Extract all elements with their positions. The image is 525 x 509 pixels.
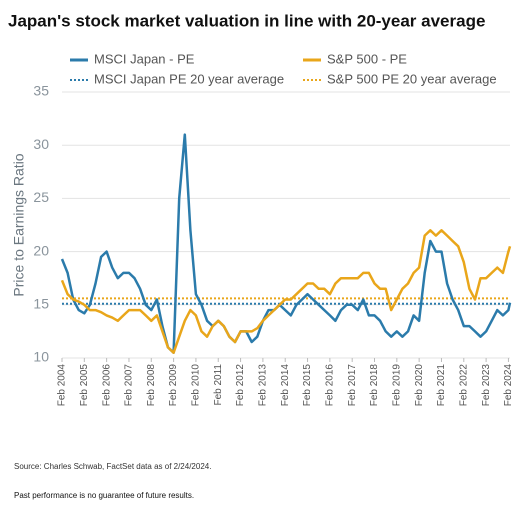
y-tick-label: 35: [33, 83, 49, 99]
legend-label: MSCI Japan - PE: [94, 51, 195, 66]
x-tick-label: Feb 2019: [391, 364, 402, 407]
y-tick-label: 10: [33, 349, 49, 365]
note: Past performance is no guarantee of futu…: [14, 491, 194, 500]
x-tick-label: Feb 2018: [369, 364, 380, 407]
x-tick-label: Feb 2006: [101, 364, 112, 407]
x-tick-label: Feb 2007: [124, 364, 135, 407]
series-line: [60, 229, 512, 354]
legend-label: MSCI Japan PE 20 year average: [94, 71, 284, 86]
x-tick-label: Feb 2011: [213, 364, 224, 406]
x-tick-label: Feb 2008: [146, 364, 157, 407]
legend-label: S&P 500 - PE: [327, 51, 407, 66]
series-line: [60, 133, 512, 354]
x-tick-label: Feb 2022: [458, 364, 469, 407]
y-tick-label: 25: [33, 189, 49, 205]
x-tick-label: Feb 2021: [436, 364, 447, 407]
x-tick-label: Feb 2005: [79, 364, 90, 407]
source: Source: Charles Schwab, FactSet data as …: [14, 462, 211, 471]
x-tick-label: Feb 2016: [325, 364, 336, 407]
x-tick-label: Feb 2013: [258, 364, 269, 407]
x-tick-label: Feb 2014: [280, 364, 291, 407]
x-tick-label: Feb 2024: [503, 364, 514, 407]
y-tick-label: 30: [33, 136, 49, 152]
x-tick-label: Feb 2020: [414, 364, 425, 407]
x-tick-label: Feb 2010: [191, 364, 202, 407]
chart-title: Japan's stock market valuation in line w…: [8, 11, 485, 30]
x-tick-label: Feb 2004: [57, 364, 68, 407]
x-tick-label: Feb 2009: [168, 364, 179, 407]
legend-label: S&P 500 PE 20 year average: [327, 71, 497, 86]
x-tick-label: Feb 2012: [235, 364, 246, 407]
y-tick-label: 15: [33, 296, 49, 312]
y-tick-label: 20: [33, 242, 49, 258]
x-tick-label: Feb 2017: [347, 364, 358, 407]
x-tick-label: Feb 2023: [481, 364, 492, 407]
y-axis-label: Price to Earnings Ratio: [11, 153, 27, 296]
x-tick-label: Feb 2015: [302, 364, 313, 407]
